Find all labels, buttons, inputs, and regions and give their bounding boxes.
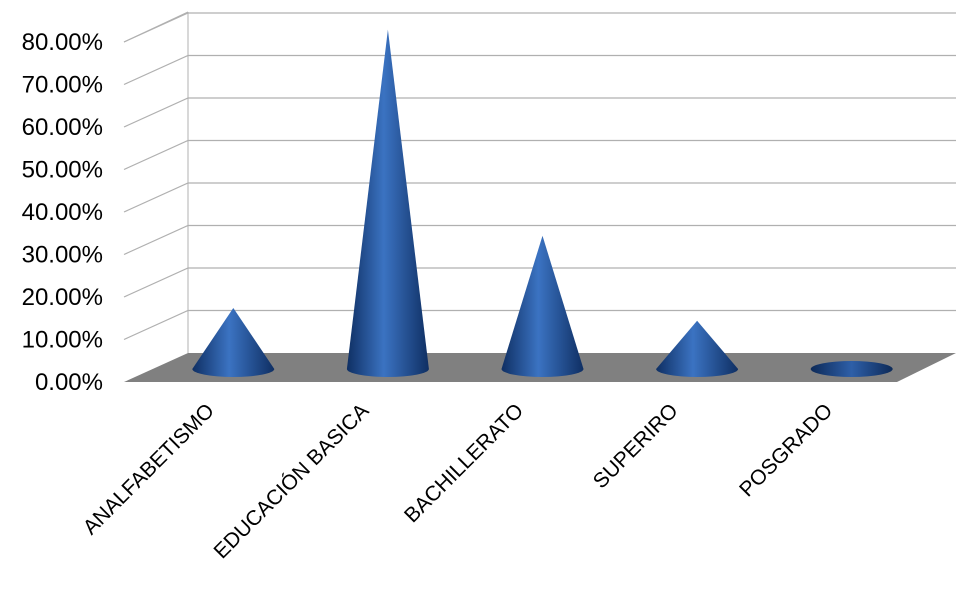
cone-4 (810, 361, 893, 377)
cone-series (192, 29, 893, 377)
gridline (123, 54, 956, 86)
y-tick-label: 20.00% (22, 284, 103, 311)
cone-0 (192, 308, 275, 377)
cone-3 (656, 320, 739, 377)
chart-walls (123, 11, 189, 353)
y-tick-label: 60.00% (22, 114, 103, 141)
x-category-label: EDUCACIÓN BASICA (209, 399, 373, 563)
y-tick-label: 0.00% (35, 369, 103, 396)
cone-base (810, 361, 893, 377)
cone-2 (501, 235, 584, 377)
x-category-label: SUPERIRO (589, 399, 683, 493)
y-tick-label: 30.00% (22, 242, 103, 269)
gridline (123, 97, 956, 128)
x-category-label: POSGRADO (735, 399, 837, 501)
y-tick-label: 70.00% (22, 72, 103, 99)
cone-body (192, 308, 275, 377)
x-category-label: BACHILLERATO (400, 399, 528, 527)
gridline (123, 12, 956, 43)
y-tick-label: 40.00% (22, 199, 103, 226)
gridline (123, 224, 956, 256)
gridline (123, 139, 956, 171)
y-tick-label: 50.00% (22, 157, 103, 184)
gridline (123, 309, 956, 341)
y-tick-label: 10.00% (22, 327, 103, 354)
x-category-label: ANALFABETISMO (79, 399, 219, 539)
gridline (123, 267, 956, 298)
y-axis-tick-labels: 0.00% 10.00% 20.00% 30.00% 40.00% 50.00% 60.00… (22, 29, 103, 396)
cone-1 (346, 29, 429, 377)
y-tick-label: 80.00% (22, 29, 103, 56)
gridline (123, 182, 956, 213)
cone-body (346, 29, 429, 377)
gridlines (123, 12, 956, 341)
cone-body (656, 320, 739, 377)
cone-body (501, 235, 584, 377)
